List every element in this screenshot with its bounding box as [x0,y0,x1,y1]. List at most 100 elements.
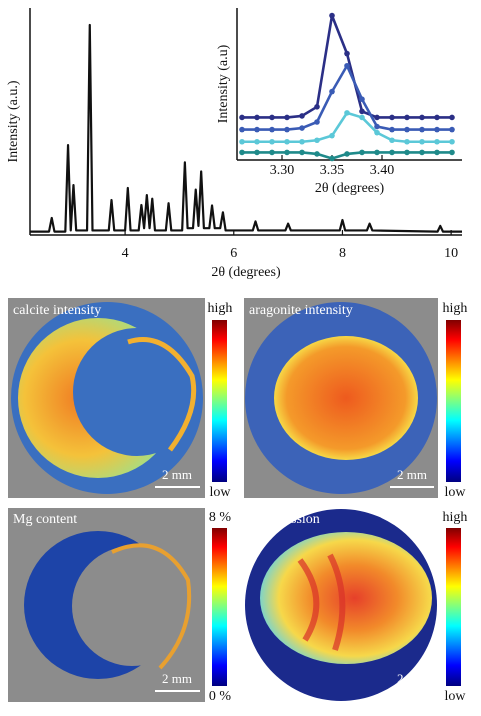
x-tick-label: 4 [122,246,129,261]
scale-bar-label: 2 mm [397,467,427,482]
data-point [359,149,365,156]
x-tick-label: 3.30 [270,163,295,178]
data-point [239,114,245,121]
calcite-crescent [18,318,178,478]
data-point [314,151,320,157]
x-tick-label: 8 [339,246,346,261]
data-point [419,114,425,121]
data-point [389,137,395,144]
data-point [344,110,350,116]
colorbar-max: high [443,301,468,316]
data-point [254,126,260,133]
data-point [419,149,425,156]
colorbar-min: low [445,689,467,704]
transmission-region [260,532,432,664]
scale-bar-label: 2 mm [397,671,427,686]
colorbar-max: 8 % [209,510,232,525]
x-tick-label: 6 [230,246,237,261]
data-point [404,114,410,121]
data-point [254,149,260,156]
data-point [419,126,425,133]
data-point [434,126,440,133]
panel-title: Mg content [13,512,77,527]
y-axis-label: Intensity (a.u) [216,44,231,123]
colorbar-min: 0 % [209,689,232,704]
data-point [374,149,380,156]
data-point [344,50,350,57]
data-point [254,114,260,121]
data-point [449,114,455,121]
data-point [359,108,365,115]
x-axis-label: 2θ (degrees) [211,265,281,280]
data-point [374,129,380,136]
colorbar-max: high [208,301,233,316]
data-point [314,104,320,110]
data-point [359,96,365,102]
aragonite-region [274,336,418,460]
data-point [344,62,350,69]
colorbar-min: low [210,485,232,500]
data-point [299,138,305,145]
data-point [449,149,455,156]
data-point [434,114,440,121]
colorbar-min: low [445,485,467,500]
dense-band [297,553,346,651]
data-point [419,138,425,145]
x-tick-label: 3.40 [370,163,395,178]
data-point [404,149,410,156]
data-point [389,126,395,133]
data-point [239,138,245,145]
data-point [269,138,275,145]
x-axis-label: 2θ (degrees) [315,181,385,196]
panel-title: aragonite intensity [249,303,353,318]
data-point [449,126,455,133]
data-point [254,138,260,145]
data-point [269,114,275,121]
data-point [329,88,335,95]
data-point [404,126,410,133]
series-line [30,23,462,233]
inset-background [237,8,462,160]
crescent-tail [127,337,197,452]
data-point [299,149,305,156]
colorbar [212,320,227,482]
mg-crescent [24,531,172,679]
data-point [374,123,380,130]
data-point [359,114,365,121]
data-point [299,113,305,119]
colorbar-max: high [443,510,468,525]
data-point [284,149,290,156]
colorbar [446,320,461,482]
scale-bar-label: 2 mm [162,467,192,482]
data-point [344,151,350,157]
x-tick-label: 10 [444,246,458,261]
data-point [239,149,245,156]
data-point [239,126,245,133]
scale-bar-label: 2 mm [162,671,192,686]
data-point [434,149,440,156]
y-axis-label: Intensity (a.u.) [6,80,21,162]
data-point [449,138,455,145]
panel-title: transmission [249,512,320,527]
data-point [434,138,440,145]
data-point [314,119,320,125]
data-point [284,114,290,121]
data-point [389,149,395,156]
data-point [284,138,290,145]
data-point [284,126,290,133]
data-point [329,155,335,162]
colorbar [212,528,227,686]
data-point [329,132,335,139]
data-point [269,126,275,133]
data-point [314,137,320,144]
data-point [329,12,335,19]
data-point [269,149,275,156]
data-point [374,114,380,121]
panel-title: calcite intensity [13,303,101,318]
x-tick-label: 3.35 [320,163,345,178]
data-point [404,138,410,145]
data-point [299,125,305,131]
crescent-edge [111,543,192,670]
colorbar [446,528,461,686]
